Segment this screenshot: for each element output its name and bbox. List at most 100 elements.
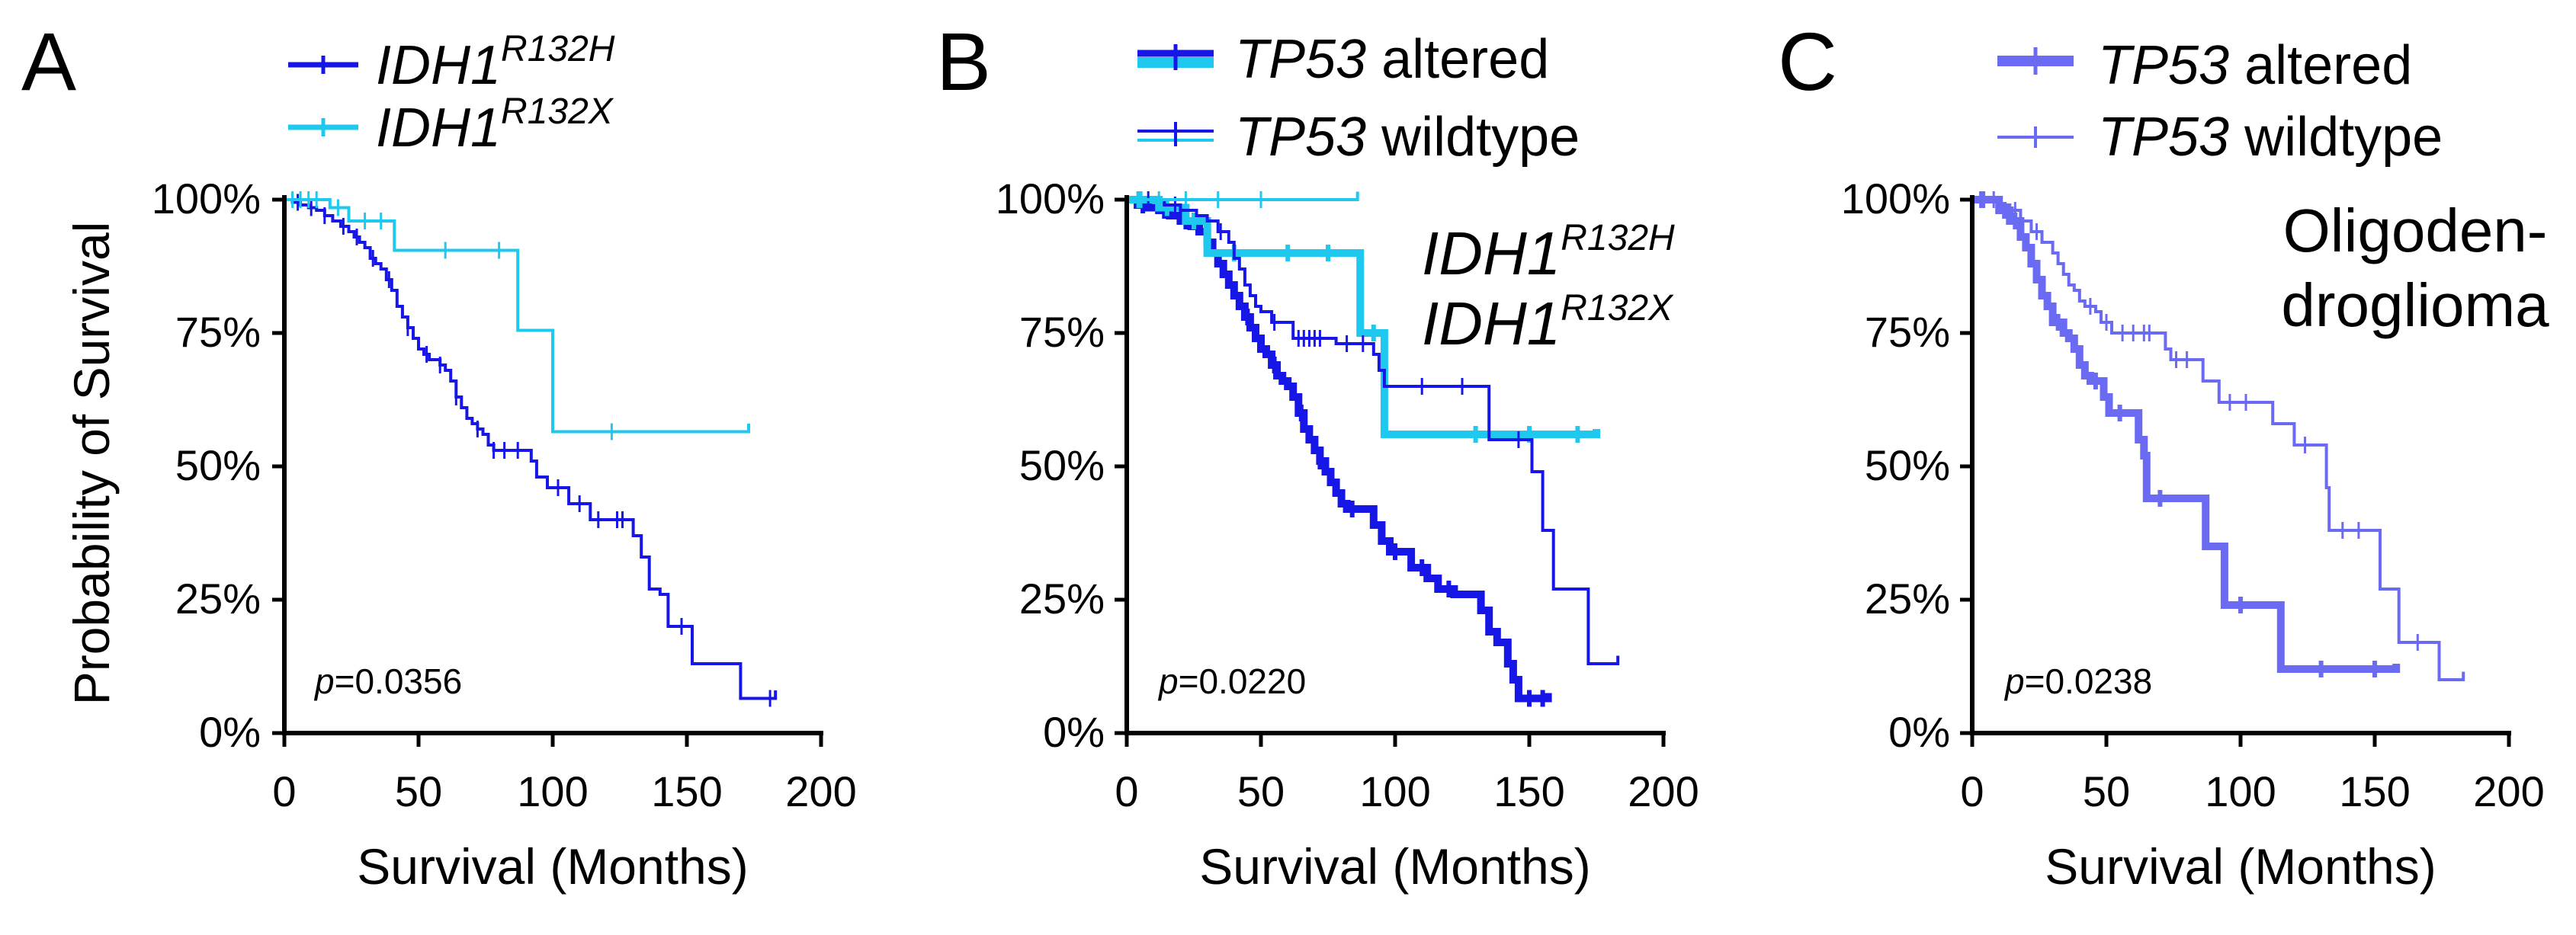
p-number: =0.0238 bbox=[2025, 661, 2153, 701]
panel-a-y-ticks: 0% 25% 50% 75% 100% bbox=[152, 175, 261, 756]
group-gene: IDH1 bbox=[1422, 290, 1561, 357]
group-gene: IDH1 bbox=[1422, 219, 1561, 287]
panel-b-plot bbox=[1115, 191, 1666, 747]
y-tick-label: 0% bbox=[199, 708, 261, 756]
legend-status: wildtype bbox=[1366, 107, 1580, 168]
legend-gene: TP53 bbox=[1235, 29, 1366, 90]
y-tick-label: 75% bbox=[1865, 308, 1950, 356]
panel-b-x-ticks: 0 50 100 150 200 bbox=[1115, 767, 1699, 815]
legend-label-tp53-wildtype: TP53 wildtype bbox=[1235, 107, 1580, 168]
legend-item-idh1-r132h: IDH1R132H bbox=[288, 29, 615, 96]
km-curve-c-1 bbox=[1972, 198, 2465, 681]
legend-label-tp53-altered: TP53 altered bbox=[2098, 35, 2412, 96]
p-number: =0.0220 bbox=[1179, 661, 1307, 701]
y-tick-label: 100% bbox=[996, 175, 1105, 223]
y-axis-title: Probability of Survival bbox=[63, 222, 120, 706]
x-axis-title: Survival (Months) bbox=[2045, 838, 2436, 895]
legend-item-tp53-altered: TP53 altered bbox=[1997, 35, 2412, 96]
y-tick-label: 100% bbox=[1841, 175, 1950, 223]
x-tick-label: 100 bbox=[517, 767, 588, 815]
legend-label-idh1-r132h: IDH1R132H bbox=[376, 29, 615, 96]
y-tick-label: 75% bbox=[1019, 308, 1105, 356]
y-tick-label: 75% bbox=[175, 308, 261, 356]
p-number: =0.0356 bbox=[335, 661, 463, 701]
legend-gene: TP53 bbox=[2098, 35, 2229, 96]
y-tick-label: 50% bbox=[175, 441, 261, 489]
panel-a: A IDH1R132H IDH1R132X 0% 25% 50% 75% 100… bbox=[21, 15, 857, 895]
x-axis-title: Survival (Months) bbox=[357, 838, 748, 895]
x-tick-label: 200 bbox=[785, 767, 856, 815]
p-value-annotation: p=0.0356 bbox=[313, 661, 462, 701]
panel-c: C TP53 altered TP53 wildtype Oligoden- d… bbox=[1778, 15, 2549, 895]
legend-sup: R132H bbox=[501, 29, 615, 69]
x-tick-label: 50 bbox=[395, 767, 442, 815]
group-sup: R132H bbox=[1561, 218, 1675, 258]
y-tick-label: 0% bbox=[1043, 708, 1105, 756]
x-tick-label: 200 bbox=[2473, 767, 2544, 815]
p-value-annotation: p=0.0238 bbox=[2003, 661, 2152, 701]
legend-item-tp53-altered: TP53 altered bbox=[1137, 29, 1549, 90]
group-label-idh1-r132x: IDH1R132X bbox=[1422, 288, 1674, 357]
y-tick-label: 50% bbox=[1865, 441, 1950, 489]
plot-layer bbox=[272, 191, 2511, 747]
p-symbol: p bbox=[2003, 661, 2025, 701]
x-tick-label: 100 bbox=[2205, 767, 2276, 815]
legend-status: altered bbox=[2229, 35, 2412, 96]
p-symbol: p bbox=[1157, 661, 1179, 701]
panel-b-legend: TP53 altered TP53 wildtype bbox=[1137, 29, 1580, 168]
km-curve-b-3 bbox=[1127, 191, 1359, 201]
panel-b-y-ticks: 0% 25% 50% 75% 100% bbox=[996, 175, 1105, 756]
panel-a-label: A bbox=[21, 15, 76, 107]
panel-c-legend: TP53 altered TP53 wildtype bbox=[1997, 35, 2443, 168]
x-tick-label: 0 bbox=[272, 767, 296, 815]
x-tick-label: 150 bbox=[1493, 767, 1564, 815]
legend-label-tp53-altered: TP53 altered bbox=[1235, 29, 1549, 90]
panel-c-label: C bbox=[1778, 15, 1837, 107]
inset-label-line-2: droglioma bbox=[2281, 271, 2549, 339]
x-tick-label: 0 bbox=[1960, 767, 1984, 815]
panel-c-x-ticks: 0 50 100 150 200 bbox=[1960, 767, 2544, 815]
x-tick-label: 100 bbox=[1359, 767, 1430, 815]
panel-b-label: B bbox=[936, 15, 991, 107]
legend-sup: R132X bbox=[501, 91, 614, 132]
y-tick-label: 50% bbox=[1019, 441, 1105, 489]
x-tick-label: 200 bbox=[1628, 767, 1699, 815]
x-tick-label: 50 bbox=[1237, 767, 1285, 815]
group-label-idh1-r132h: IDH1R132H bbox=[1422, 218, 1675, 287]
legend-label-idh1-r132x: IDH1R132X bbox=[376, 91, 614, 159]
x-tick-label: 150 bbox=[2339, 767, 2410, 815]
panel-b: B TP53 altered TP53 wildtype IDH1R132H I… bbox=[936, 15, 1699, 895]
p-symbol: p bbox=[313, 661, 335, 701]
km-curve-a-1 bbox=[284, 198, 750, 434]
y-tick-label: 25% bbox=[1865, 575, 1950, 623]
x-tick-label: 150 bbox=[651, 767, 722, 815]
panel-c-plot bbox=[1960, 191, 2511, 747]
legend-item-tp53-wildtype: TP53 wildtype bbox=[1137, 107, 1580, 168]
legend-item-tp53-wildtype: TP53 wildtype bbox=[1997, 107, 2443, 168]
legend-label-tp53-wildtype: TP53 wildtype bbox=[2098, 107, 2443, 168]
panel-a-plot bbox=[272, 191, 823, 747]
x-tick-label: 0 bbox=[1115, 767, 1138, 815]
y-tick-label: 0% bbox=[1888, 708, 1950, 756]
legend-item-idh1-r132x: IDH1R132X bbox=[288, 91, 614, 159]
legend-gene: IDH1 bbox=[376, 98, 501, 159]
panel-a-x-ticks: 0 50 100 150 200 bbox=[272, 767, 856, 815]
km-curve-a-0 bbox=[284, 198, 778, 700]
y-tick-label: 25% bbox=[1019, 575, 1105, 623]
group-sup: R132X bbox=[1561, 288, 1674, 328]
legend-status: altered bbox=[1366, 29, 1549, 90]
km-curve-b-2 bbox=[1127, 198, 1620, 665]
inset-label-line-1: Oligoden- bbox=[2283, 197, 2548, 264]
legend-gene: TP53 bbox=[1235, 107, 1366, 168]
x-axis-title: Survival (Months) bbox=[1199, 838, 1590, 895]
panel-c-y-ticks: 0% 25% 50% 75% 100% bbox=[1841, 175, 1950, 756]
panel-a-legend: IDH1R132H IDH1R132X bbox=[288, 29, 615, 159]
p-value-annotation: p=0.0220 bbox=[1157, 661, 1306, 701]
y-tick-label: 100% bbox=[152, 175, 261, 223]
legend-status: wildtype bbox=[2229, 107, 2443, 168]
x-tick-label: 50 bbox=[2083, 767, 2130, 815]
legend-gene: TP53 bbox=[2098, 107, 2229, 168]
legend-gene: IDH1 bbox=[376, 35, 501, 96]
km-curve-c-0 bbox=[1972, 196, 2401, 673]
